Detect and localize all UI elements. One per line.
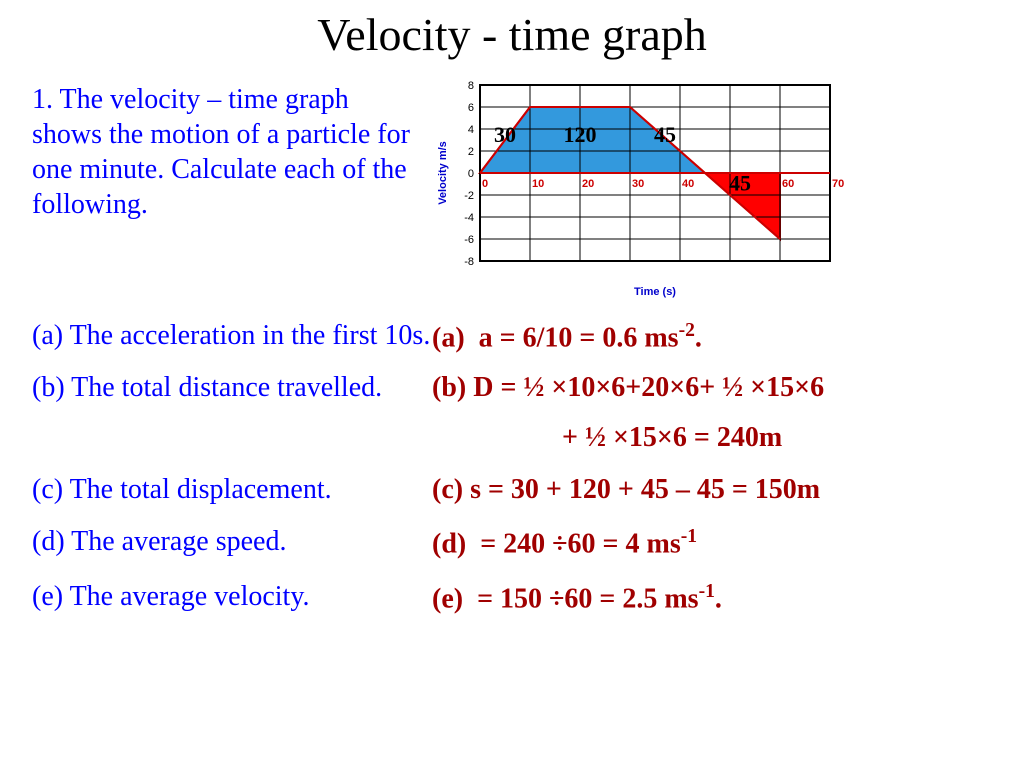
intro-text: 1. The velocity – time graph shows the m… (32, 82, 422, 222)
svg-text:70: 70 (832, 178, 844, 190)
svg-text:Time (s): Time (s) (634, 286, 676, 298)
question-b-row2: + ½ ×15×6 = 240m (32, 422, 992, 454)
question-b: (b) The total distance travelled. (32, 372, 432, 404)
svg-text:2: 2 (468, 146, 474, 158)
answer-c: (c) s = 30 + 120 + 45 – 45 = 150m (432, 474, 820, 506)
question-a: (a) The acceleration in the first 10s. (32, 320, 432, 352)
question-e: (e) The average velocity. (32, 581, 432, 613)
question-e-row: (e) The average velocity. (e) = 150 ÷60 … (32, 581, 992, 615)
question-b-row: (b) The total distance travelled. (b) D … (32, 372, 992, 404)
svg-text:Velocity m/s: Velocity m/s (437, 141, 449, 205)
svg-text:-2: -2 (464, 190, 474, 202)
svg-text:30: 30 (494, 122, 516, 147)
answer-d: (d) = 240 ÷60 = 4 ms-1 (432, 526, 697, 560)
svg-text:45: 45 (729, 171, 751, 196)
svg-text:45: 45 (654, 122, 676, 147)
answer-b-line2: + ½ ×15×6 = 240m (432, 422, 782, 454)
answer-a: (a) a = 6/10 = 0.6 ms-2. (432, 320, 702, 354)
svg-text:0: 0 (468, 168, 474, 180)
answer-b: (b) D = ½ ×10×6+20×6+ ½ ×15×6 (432, 372, 824, 404)
questions-area: (a) The acceleration in the first 10s. (… (32, 320, 992, 633)
svg-text:60: 60 (782, 178, 794, 190)
question-c-row: (c) The total displacement. (c) s = 30 +… (32, 474, 992, 506)
svg-text:8: 8 (468, 80, 474, 92)
svg-text:0: 0 (482, 178, 488, 190)
svg-text:-6: -6 (464, 234, 474, 246)
question-c: (c) The total displacement. (32, 474, 432, 506)
page-title: Velocity - time graph (0, 0, 1024, 61)
svg-text:4: 4 (468, 124, 474, 136)
question-a-row: (a) The acceleration in the first 10s. (… (32, 320, 992, 354)
svg-text:20: 20 (582, 178, 594, 190)
svg-text:-8: -8 (464, 256, 474, 268)
answer-e: (e) = 150 ÷60 = 2.5 ms-1. (432, 581, 722, 615)
svg-text:30: 30 (632, 178, 644, 190)
svg-text:6: 6 (468, 102, 474, 114)
question-d-row: (d) The average speed. (d) = 240 ÷60 = 4… (32, 526, 992, 560)
velocity-time-chart: -8-6-4-202468010203040506070Time (s)Velo… (430, 75, 850, 310)
question-d: (d) The average speed. (32, 526, 432, 558)
svg-text:10: 10 (532, 178, 544, 190)
svg-text:40: 40 (682, 178, 694, 190)
svg-text:120: 120 (564, 122, 597, 147)
svg-text:-4: -4 (464, 212, 474, 224)
